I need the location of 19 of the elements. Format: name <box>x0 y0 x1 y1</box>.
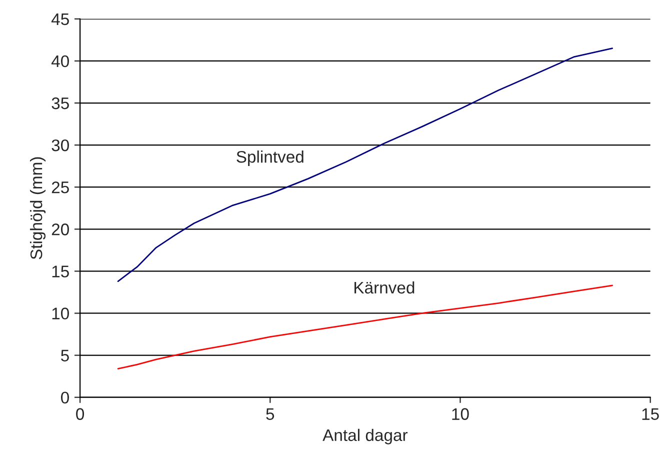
series-label: Kärnved <box>354 281 414 294</box>
y-axis-title: Stighöjd (mm) <box>30 157 46 260</box>
series-label: Splintved <box>236 150 304 166</box>
y-tick-label: 0 <box>61 392 69 404</box>
y-tick-label: 25 <box>52 182 69 194</box>
y-tick-label: 45 <box>51 13 69 26</box>
y-tick-label: 20 <box>52 224 69 236</box>
x-tick-label: 0 <box>76 408 84 420</box>
x-tick-label: 15 <box>642 408 659 420</box>
x-axis-title: Antal dagar <box>322 428 408 444</box>
line-series <box>117 48 613 282</box>
x-tick-label: 5 <box>266 408 274 420</box>
y-tick-label: 40 <box>51 55 69 68</box>
y-tick-label: 30 <box>52 139 69 152</box>
y-tick-label: 15 <box>52 266 69 278</box>
y-tick-label: 5 <box>61 350 69 362</box>
y-tick-label: 35 <box>52 97 69 110</box>
x-tick-label: 10 <box>452 408 469 420</box>
y-tick-label: 10 <box>52 308 69 320</box>
